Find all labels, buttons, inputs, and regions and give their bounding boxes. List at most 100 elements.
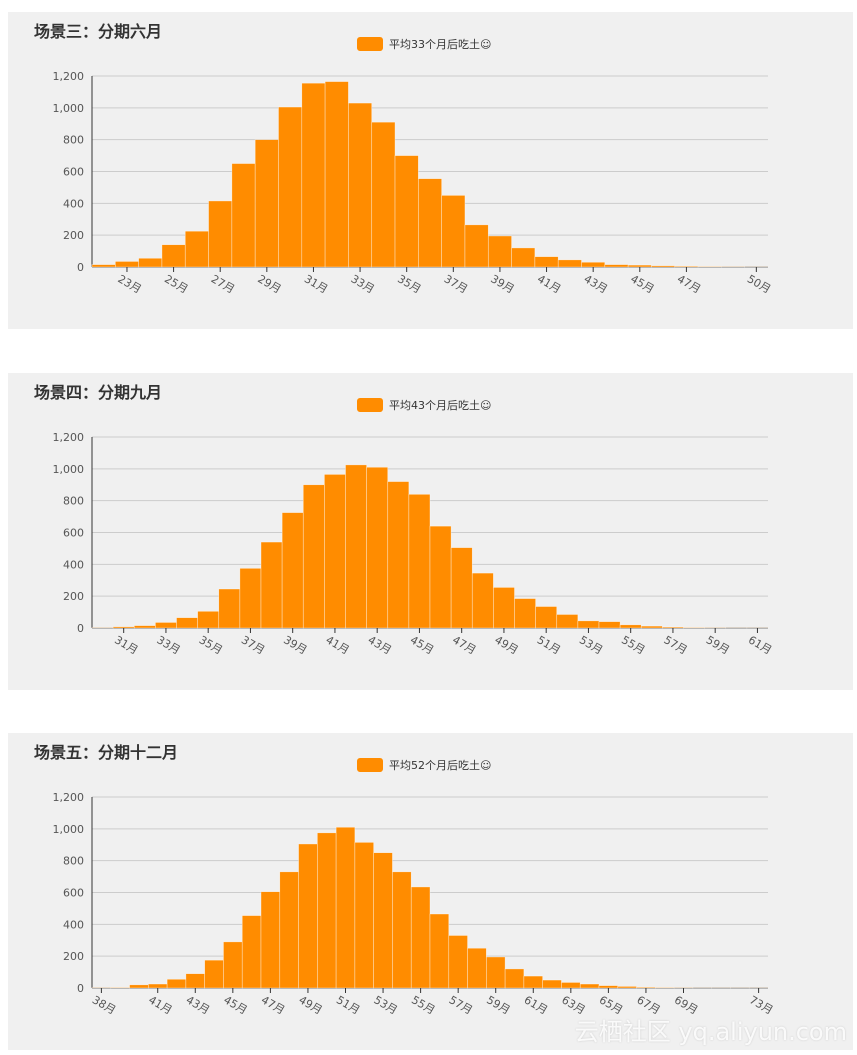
watermark: 云栖社区 yq.aliyun.com — [574, 1018, 847, 1046]
bar — [662, 626, 684, 629]
y-tick-label: 600 — [63, 166, 84, 179]
bar — [324, 474, 346, 629]
bar — [260, 541, 283, 629]
chart-svg: 0 200 400 600 800 1,000 1,200 23月 25月 27月 29月 31月 33… — [53, 70, 773, 296]
bar — [348, 102, 373, 268]
x-tick-label: 27月 — [209, 272, 237, 296]
legend-label: 平均52个月后吃土☺ — [389, 759, 492, 772]
chart-legend[interactable]: 平均43个月后吃土☺ — [357, 397, 491, 413]
x-tick-label: 43月 — [366, 633, 394, 657]
chart-legend[interactable]: 平均33个月后吃土☺ — [357, 36, 491, 52]
bar — [504, 968, 525, 989]
bar — [674, 265, 699, 268]
x-tick-label: 49月 — [492, 633, 520, 657]
bar — [218, 588, 241, 629]
bar — [366, 466, 389, 629]
bar — [324, 81, 349, 268]
bar — [129, 984, 149, 989]
x-tick-label: 31月 — [112, 633, 140, 657]
y-tick-label: 0 — [77, 622, 84, 635]
y-tick-label: 400 — [63, 197, 84, 210]
bar — [534, 256, 559, 268]
x-tick-label: 47月 — [259, 993, 287, 1017]
bar — [197, 610, 220, 629]
bar — [223, 941, 243, 989]
bar — [561, 982, 581, 989]
y-tick-label: 800 — [63, 495, 84, 508]
x-tick-label: 41月 — [323, 633, 351, 657]
x-tick-label: 38月 — [90, 993, 118, 1017]
chart-title: 场景四：分期九月 — [34, 383, 163, 402]
x-tick-label: 47月 — [675, 272, 703, 296]
x-tick-label: 35月 — [197, 633, 225, 657]
bar — [91, 264, 116, 268]
x-tick-label: 37月 — [442, 272, 470, 296]
legend-swatch — [357, 398, 383, 412]
x-tick-label: 25月 — [162, 272, 190, 296]
x-tick-label: 50月 — [745, 272, 773, 296]
x-tick-label: 43月 — [184, 993, 212, 1017]
bar — [511, 247, 536, 268]
bar — [464, 224, 489, 268]
bar — [345, 464, 367, 629]
bar — [636, 986, 656, 989]
chart-title: 场景五：分期十二月 — [34, 743, 179, 762]
x-tick-label: 55月 — [619, 633, 647, 657]
bar — [577, 620, 600, 629]
bar — [254, 139, 279, 268]
y-tick-label: 1,200 — [53, 431, 85, 444]
chart-legend[interactable]: 平均52个月后吃土☺ — [357, 757, 491, 773]
x-tick-label: 61月 — [746, 633, 774, 657]
bar — [317, 832, 337, 989]
bar — [535, 606, 558, 629]
bar — [231, 163, 256, 268]
bar — [373, 852, 393, 989]
x-tick-label: 51月 — [334, 993, 362, 1017]
bar — [241, 915, 262, 989]
chart-title: 场景三：分期六月 — [34, 22, 163, 41]
bar — [408, 494, 431, 629]
bar — [627, 264, 652, 268]
bar — [301, 82, 326, 268]
bar — [298, 843, 318, 989]
bar — [279, 871, 299, 989]
x-tick-label: 37月 — [239, 633, 267, 657]
x-tick-label: 59月 — [704, 633, 732, 657]
y-tick-label: 1,200 — [53, 791, 85, 804]
y-tick-label: 200 — [63, 590, 84, 603]
bar — [161, 244, 186, 268]
bar — [640, 625, 663, 629]
bar — [557, 259, 582, 268]
bar — [598, 985, 619, 989]
x-tick-label: 23月 — [115, 272, 143, 296]
x-tick-label: 53月 — [577, 633, 605, 657]
bar — [166, 978, 187, 989]
x-tick-label: 45月 — [221, 993, 249, 1017]
bar — [371, 121, 396, 268]
legend-swatch — [357, 37, 383, 51]
bar — [523, 975, 543, 989]
x-tick-label: 45月 — [628, 272, 656, 296]
bar — [410, 886, 431, 989]
chart-svg: 0 200 400 600 800 1,000 1,200 38月 41月 43月 45月 47月 49… — [53, 791, 776, 1017]
y-tick-label: 1,200 — [53, 70, 85, 83]
x-tick-label: 47月 — [450, 633, 478, 657]
bar — [148, 983, 168, 989]
bar — [208, 200, 233, 268]
bar — [542, 979, 562, 989]
bar — [471, 572, 494, 629]
chart-panel: 0 200 400 600 800 1,000 1,200 31月 33月 35月 37月 39月 41… — [8, 373, 853, 690]
bar — [204, 959, 224, 989]
chart-panel: 0 200 400 600 800 1,000 1,200 23月 25月 27月 29月 31月 33… — [8, 12, 853, 329]
y-tick-label: 1,000 — [53, 463, 85, 476]
bar — [619, 624, 642, 629]
x-tick-label: 33月 — [349, 272, 377, 296]
x-tick-label: 35月 — [395, 272, 423, 296]
y-tick-label: 200 — [63, 229, 84, 242]
x-tick-label: 39月 — [281, 633, 309, 657]
bar — [448, 935, 468, 989]
bar — [394, 155, 419, 268]
y-tick-label: 0 — [77, 982, 84, 995]
y-tick-label: 0 — [77, 261, 84, 274]
bar — [486, 956, 506, 989]
